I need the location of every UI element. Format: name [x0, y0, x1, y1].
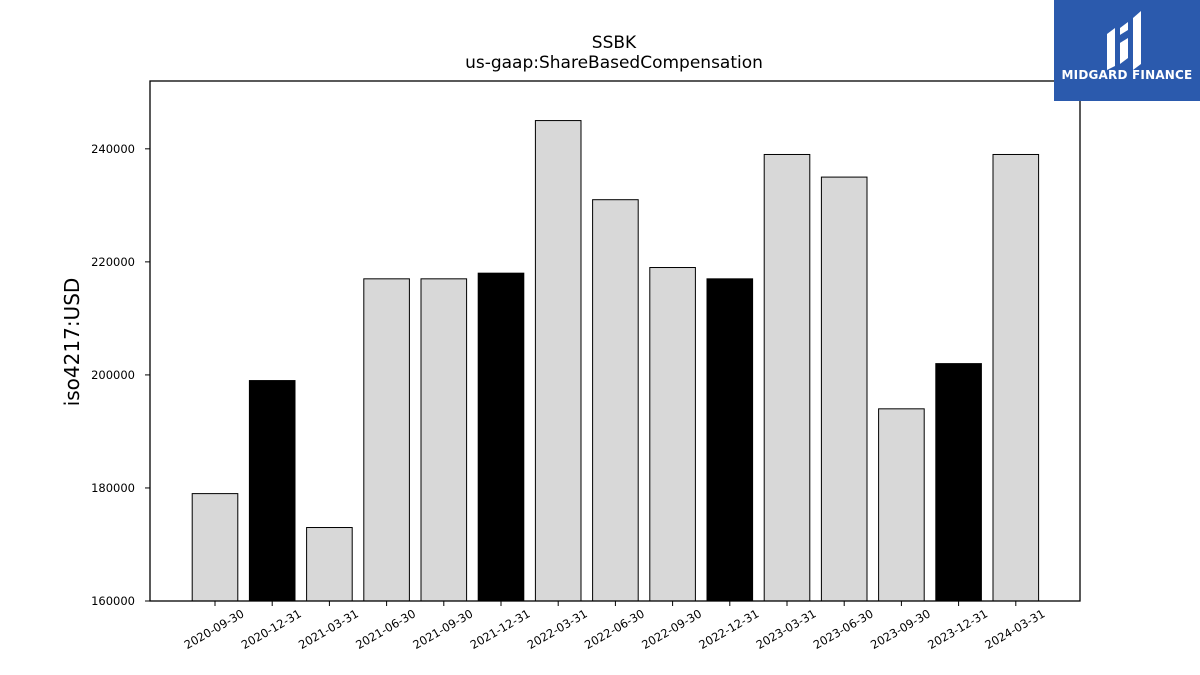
y-tick-label: 240000: [91, 142, 135, 156]
x-tick-label: 2023-12-31: [925, 606, 990, 652]
logo-text: MIDGARD FINANCE: [1061, 68, 1193, 82]
bar-2022-12-31: [706, 278, 754, 602]
y-tick-label: 180000: [91, 481, 135, 495]
chart-title: SSBK: [592, 33, 637, 53]
x-tick-label: 2022-09-30: [639, 606, 704, 652]
x-tick-label: 2023-06-30: [811, 606, 876, 652]
x-tick-label: 2021-09-30: [410, 606, 475, 652]
y-tick-label: 160000: [91, 594, 135, 608]
x-tick-label: 2022-03-31: [525, 606, 590, 652]
y-tick-label: 220000: [91, 255, 135, 269]
bar-2022-09-30: [649, 267, 696, 602]
bar-2021-06-30: [363, 278, 410, 602]
bars-group: [191, 120, 1040, 602]
bar-2024-03-31: [992, 153, 1040, 602]
x-tick-label: 2022-12-31: [696, 606, 761, 652]
y-tick-label: 200000: [91, 368, 135, 382]
x-tick-label: 2020-09-30: [182, 606, 247, 652]
bar-2021-12-31: [477, 272, 525, 602]
x-tick-label: 2024-03-31: [982, 606, 1047, 652]
bar-2020-12-31: [248, 380, 296, 602]
x-tick-label: 2021-12-31: [468, 606, 533, 652]
midgard-logo-icon: [1107, 11, 1141, 70]
midgard-finance-logo: MIDGARD FINANCE: [1054, 0, 1200, 101]
bar-2022-06-30: [592, 199, 639, 602]
x-tick-label: 2023-09-30: [868, 606, 933, 652]
y-axis-label: iso4217:USD: [60, 278, 84, 407]
plot-frame: [149, 80, 1081, 602]
chart-subtitle: us-gaap:ShareBasedCompensation: [465, 53, 763, 73]
x-tick-label: 2023-03-31: [754, 606, 819, 652]
bar-2022-03-31: [534, 120, 582, 602]
bar-2021-09-30: [420, 278, 468, 602]
bar-2020-09-30: [191, 493, 239, 602]
x-tick-label: 2021-06-30: [353, 606, 418, 652]
x-axis-ticks: 2020-09-302020-12-312021-03-312021-06-30…: [182, 601, 1047, 652]
x-tick-label: 2021-03-31: [296, 606, 361, 652]
x-tick-label: 2022-06-30: [582, 606, 647, 652]
x-tick-label: 2020-12-31: [239, 606, 304, 652]
bar-2023-03-31: [763, 153, 811, 602]
bar-2023-09-30: [878, 408, 925, 602]
bar-2023-06-30: [820, 176, 868, 602]
bar-2023-12-31: [935, 363, 982, 602]
y-axis-ticks: 160000 180000 200000 220000 240000: [91, 142, 150, 608]
bar-2021-03-31: [306, 527, 353, 602]
